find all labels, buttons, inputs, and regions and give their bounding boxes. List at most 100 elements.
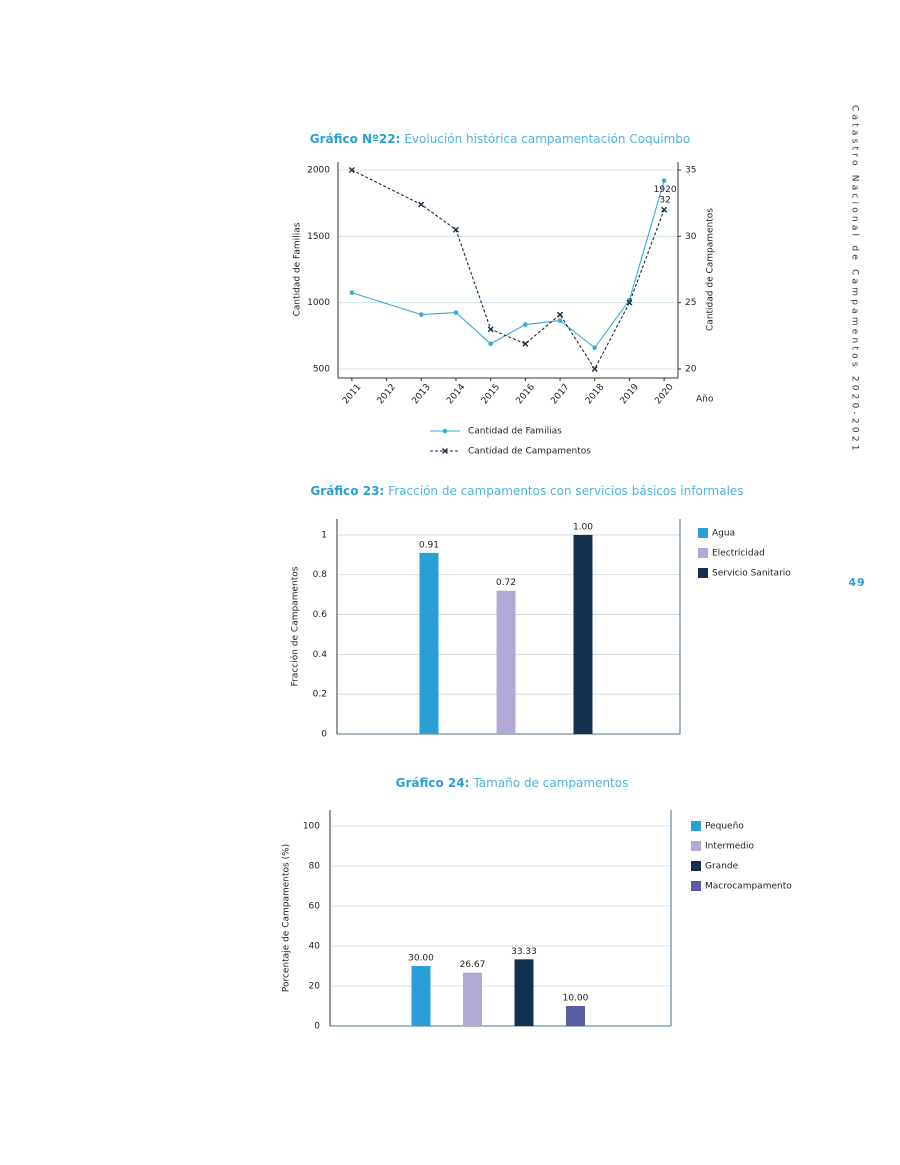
point (418, 201, 425, 208)
chart-title-text: Fracción de campamentos con servicios bá… (388, 484, 743, 498)
data-label: 26.67 (460, 960, 486, 970)
point (557, 318, 563, 323)
y2-tick-label: 30 (685, 232, 697, 242)
data-label: 0.72 (496, 578, 516, 588)
bar (566, 1006, 585, 1026)
point (452, 226, 459, 233)
point (592, 345, 598, 351)
x-tick-label: 2019 (619, 382, 642, 406)
point (348, 167, 355, 173)
page-number: 49 (848, 576, 865, 589)
legend-label: Servicio Sanitario (712, 569, 791, 579)
y2-tick-label: 20 (685, 365, 697, 375)
point (442, 448, 448, 454)
y-axis-label: Cantidad de Familias (293, 222, 303, 316)
x-tick-label: 2014 (445, 382, 468, 406)
x-tick-label: 2011 (341, 382, 363, 406)
series-line (351, 180, 665, 349)
y-tick-label: 0.6 (313, 610, 328, 620)
legend-swatch (698, 528, 708, 538)
y-tick-label: 0 (314, 1022, 320, 1032)
point (418, 312, 424, 317)
y-tick-label: 20 (309, 982, 321, 992)
chart-title-label: Gráfico 24: (396, 776, 470, 790)
x-tick-label: 2017 (549, 382, 571, 406)
x-tick-label: 2013 (410, 382, 432, 406)
x-tick-label: 2016 (515, 382, 538, 406)
y-tick-label: 1 (321, 530, 327, 540)
bar (573, 534, 593, 734)
y2-tick-label: 25 (685, 298, 696, 308)
y-tick-label: 80 (309, 862, 321, 872)
x-tick-label: 2012 (376, 382, 398, 406)
chart-title-text: Evolución histórica campamentación Coqui… (404, 132, 690, 146)
data-label: 32 (659, 195, 670, 205)
data-label: 1.00 (573, 522, 593, 532)
y-tick-label: 60 (309, 902, 321, 912)
data-label: 33.33 (511, 947, 537, 957)
y-tick-label: 500 (313, 365, 330, 375)
y-tick-label: 40 (309, 942, 321, 952)
x-tick-label: 2020 (653, 382, 676, 406)
series-line (351, 169, 665, 371)
y-tick-label: 0.8 (313, 570, 328, 580)
data-label: 1920 (654, 185, 677, 195)
legend-swatch (691, 881, 701, 891)
data-label: 0.91 (419, 540, 439, 550)
legend-label: Agua (712, 529, 735, 539)
y-tick-label: 0.2 (313, 690, 327, 700)
point (522, 340, 529, 347)
chart-title: Gráfico Nº22: Evolución histórica campame… (310, 132, 691, 146)
point (453, 310, 459, 315)
chart-title: Gráfico 23: Fracción de campamentos con s… (310, 484, 743, 498)
legend-swatch (698, 548, 708, 558)
y-tick-label: 2000 (307, 166, 330, 176)
bar (419, 552, 439, 734)
legend-swatch (691, 821, 701, 831)
y2-tick-label: 35 (685, 166, 696, 176)
point (523, 322, 528, 327)
bar (411, 966, 431, 1026)
legend-label: Cantidad de Familias (468, 427, 562, 437)
legend-swatch (691, 841, 701, 851)
legend-label: Macrocampamento (705, 882, 792, 892)
legend-label: Pequeño (705, 822, 744, 832)
y-tick-label: 1500 (307, 232, 330, 242)
y-tick-label: 1000 (307, 298, 330, 308)
point (591, 366, 598, 372)
point (661, 178, 667, 183)
chart-title-label: Gráfico 23: (310, 484, 384, 498)
legend-label: Intermedio (705, 842, 754, 852)
y-tick-label: 0.4 (313, 650, 328, 660)
x-tick-label: 2015 (480, 382, 502, 406)
data-label: 10.00 (563, 994, 589, 1004)
point (442, 428, 448, 434)
running-header: Catastro Nacional de Campamentos 2020-20… (850, 105, 860, 454)
point (626, 299, 633, 306)
point (661, 206, 668, 213)
chart-title-label: Gráfico Nº22: (310, 132, 401, 146)
data-label: 30.00 (408, 954, 434, 964)
y-axis-label: Porcentaje de Campamentos (%) (282, 844, 292, 992)
x-axis-label: Año (696, 395, 714, 405)
legend-label: Grande (705, 862, 739, 872)
legend-swatch (698, 568, 708, 578)
y2-axis-label: Cantidad de Campamentos (706, 208, 716, 331)
legend-label: Electricidad (712, 549, 765, 559)
chart-title-text: Tamaño de campamentos (472, 776, 628, 790)
point (557, 311, 564, 318)
legend-label: Cantidad de Campamentos (468, 447, 591, 457)
bar (514, 959, 534, 1026)
point (487, 326, 494, 333)
y-axis-label: Fracción de Campamentos (290, 566, 301, 686)
y-tick-label: 0 (321, 730, 327, 740)
chart-title: Gráfico 24: Tamaño de campamentos (396, 776, 629, 790)
legend-swatch (691, 861, 701, 871)
bar (463, 972, 482, 1026)
x-tick-label: 2018 (584, 382, 607, 406)
point (488, 341, 493, 347)
y-tick-label: 100 (303, 822, 320, 832)
point (349, 290, 355, 296)
bar (496, 590, 516, 734)
